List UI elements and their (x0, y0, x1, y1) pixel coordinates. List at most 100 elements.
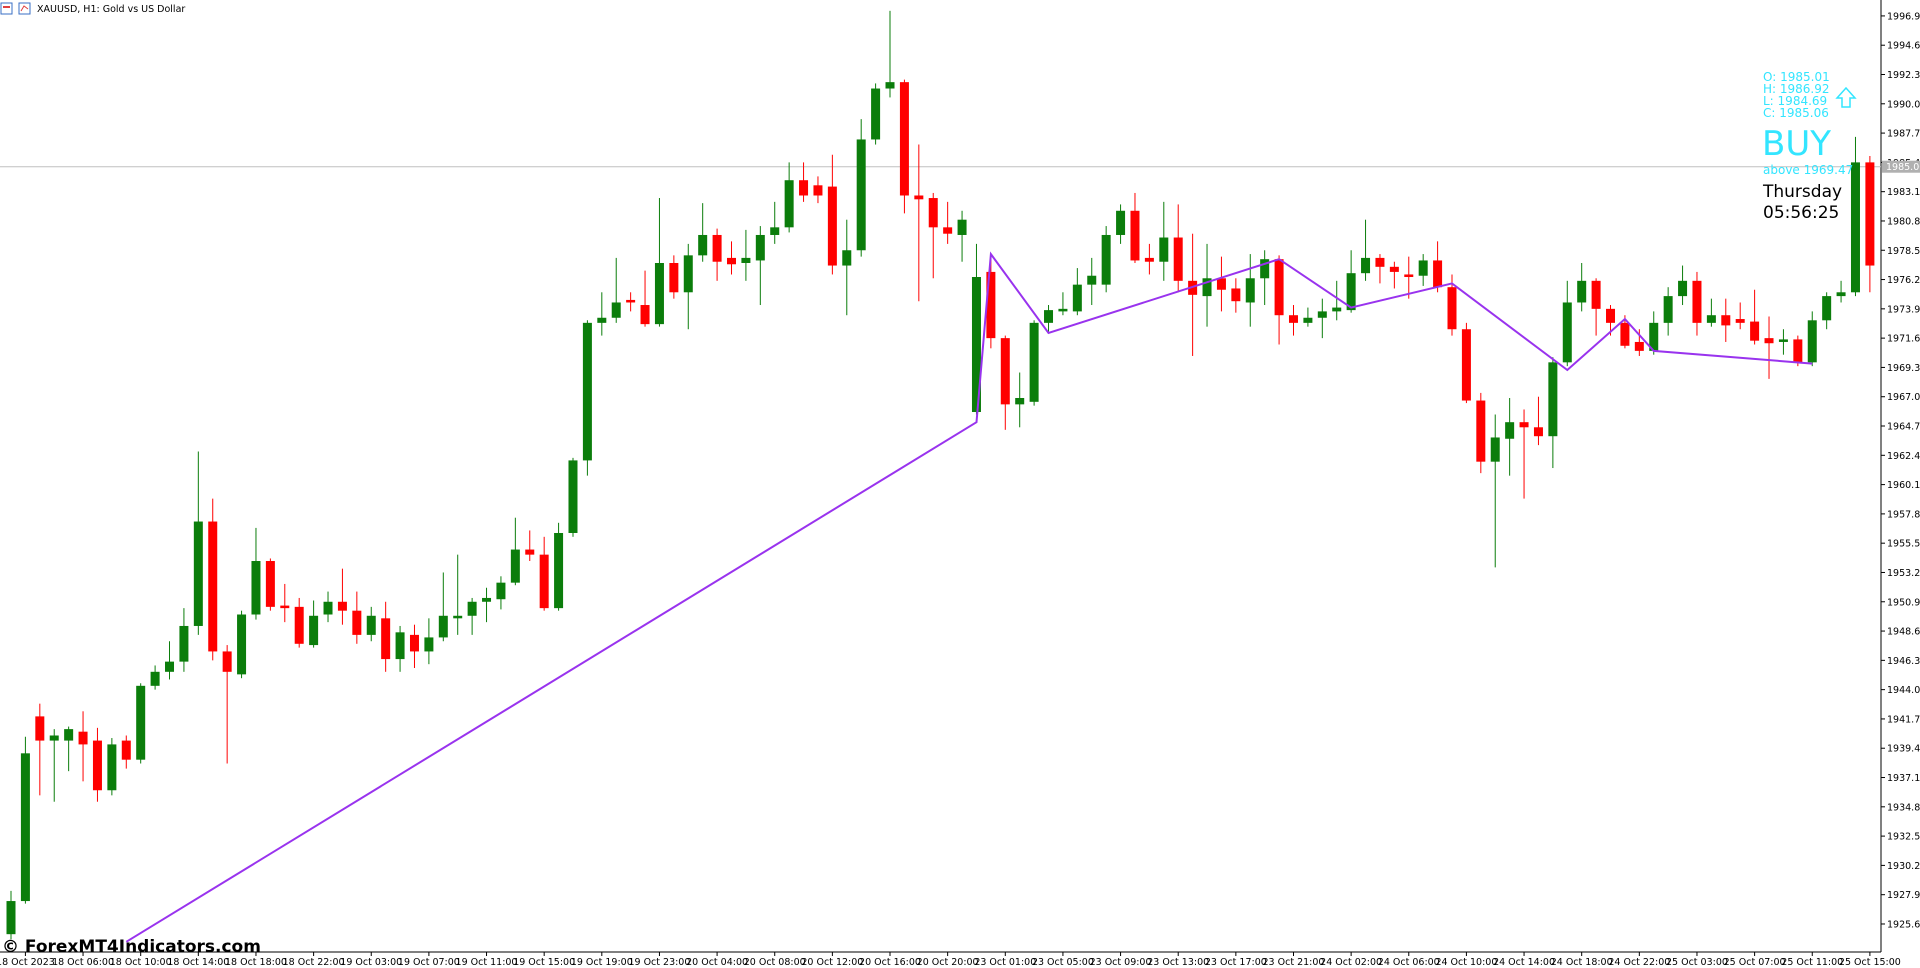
y-tick-label: 1978.50 (1887, 246, 1920, 257)
x-tick-label: 25 Oct 03:00 (1666, 957, 1728, 968)
candle-body (1519, 422, 1529, 428)
candle-body (1548, 362, 1558, 437)
candle-body (1216, 278, 1226, 290)
candle-body (1058, 308, 1068, 312)
candle-body (1850, 162, 1860, 293)
watermark: © ForexMT4Indicators.com (2, 937, 261, 957)
y-tick-label: 1969.30 (1887, 363, 1920, 374)
candle-body (1433, 260, 1443, 288)
x-tick-label: 24 Oct 06:00 (1378, 957, 1440, 968)
weekday: Thursday (1762, 182, 1842, 202)
candle-body (943, 227, 953, 234)
candle-body (1274, 259, 1284, 316)
candle-body (1461, 329, 1471, 401)
candle-body (1634, 341, 1644, 351)
candle-body (409, 634, 419, 652)
candle-body (381, 618, 391, 660)
candle-body (107, 744, 117, 791)
candle-body (827, 186, 837, 266)
candle-body (1159, 237, 1169, 262)
zigzag-line (125, 251, 1813, 943)
y-tick-label: 1946.30 (1887, 656, 1920, 667)
y-tick-label: 1927.90 (1887, 890, 1920, 901)
chart-title: XAUUSD, H1: Gold vs US Dollar (37, 4, 185, 15)
y-tick-label: 1941.70 (1887, 714, 1920, 725)
y-tick-label: 1992.30 (1887, 70, 1920, 81)
x-tick-label: 24 Oct 18:00 (1551, 957, 1613, 968)
y-tick-label: 1953.20 (1887, 568, 1920, 579)
candle-body (265, 561, 275, 607)
candle-body (654, 262, 664, 325)
candle-body (856, 139, 866, 251)
x-tick-label: 25 Oct 07:00 (1724, 957, 1786, 968)
price-label-box (1882, 160, 1920, 173)
x-tick-label: 19 Oct 07:00 (398, 957, 460, 968)
candle-body (1620, 322, 1630, 346)
candle-body (1245, 278, 1255, 303)
signal: BUY (1762, 124, 1831, 164)
candle-body (928, 198, 938, 228)
candle-body (1750, 321, 1760, 341)
candle-body (482, 597, 492, 602)
x-tick-label: 20 Oct 12:00 (801, 957, 863, 968)
x-tick-label: 23 Oct 01:00 (974, 957, 1036, 968)
candle-body (20, 753, 30, 902)
candle-body (626, 299, 636, 303)
candle-body (554, 532, 564, 609)
plot: 1996.90 1994.60 1992.30 1990.00 1987.70 1985.… (0, 10, 1920, 968)
candle-body (121, 740, 131, 760)
candle-body (453, 615, 463, 619)
candle-body (1577, 280, 1587, 303)
candle-body (251, 561, 261, 615)
x-tick-label: 24 Oct 10:00 (1435, 957, 1497, 968)
candle-body (1692, 280, 1702, 323)
ohlc-low: L: 1984.69 (1763, 94, 1827, 108)
candle-body (179, 625, 189, 662)
candle-body (683, 255, 693, 293)
x-tick-label: 18 Oct 06:00 (52, 957, 114, 968)
candle-body (1591, 280, 1601, 309)
candle-body (1375, 257, 1385, 267)
candle-body (1130, 210, 1140, 261)
candle-body (1721, 315, 1731, 326)
x-tick-label: 24 Oct 14:00 (1493, 957, 1555, 968)
y-tick-label: 1937.10 (1887, 773, 1920, 784)
candle-body (6, 901, 16, 935)
candle-body (1706, 315, 1716, 323)
y-tick-label: 1976.20 (1887, 275, 1920, 286)
candle-body (727, 257, 736, 265)
x-tick-label: 23 Oct 05:00 (1032, 957, 1094, 968)
candle-body (1231, 288, 1241, 302)
candle-body (784, 180, 794, 228)
candle-body (1317, 311, 1327, 318)
candle-body (1202, 278, 1212, 297)
candle-body (1606, 308, 1616, 323)
candle-body (1000, 338, 1010, 405)
candle-body (78, 731, 88, 745)
candle-body (1346, 273, 1356, 311)
candle-body (1649, 322, 1659, 351)
candle-body (1807, 320, 1817, 363)
x-tick-label: 18 Oct 10:00 (110, 957, 172, 968)
candle-body (582, 322, 592, 461)
y-tick-label: 1944.00 (1887, 685, 1920, 696)
candle-body (1144, 257, 1154, 262)
x-tick-label: 19 Oct 03:00 (340, 957, 402, 968)
candle-body (424, 637, 434, 652)
candle-body (467, 601, 477, 616)
price-label: 1985.06 (1886, 162, 1920, 173)
icon (18, 2, 31, 15)
x-tick-label: 20 Oct 20:00 (917, 957, 979, 968)
candle-body (1404, 274, 1414, 278)
candle-body (770, 227, 780, 235)
candle-body (741, 257, 751, 263)
x-tick-label: 20 Oct 08:00 (744, 957, 806, 968)
icon (0, 2, 13, 15)
candle-body (35, 716, 45, 741)
candle-body (1087, 275, 1097, 285)
candle-body (842, 250, 852, 266)
candle-body (1778, 339, 1788, 342)
x-tick-label: 24 Oct 22:00 (1608, 957, 1670, 968)
